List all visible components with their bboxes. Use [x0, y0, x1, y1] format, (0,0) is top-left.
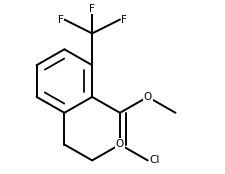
- Text: Cl: Cl: [149, 155, 159, 165]
- Text: F: F: [57, 15, 63, 25]
- Text: O: O: [143, 92, 151, 102]
- Text: F: F: [120, 15, 126, 25]
- Text: F: F: [89, 4, 95, 14]
- Text: O: O: [115, 139, 124, 149]
